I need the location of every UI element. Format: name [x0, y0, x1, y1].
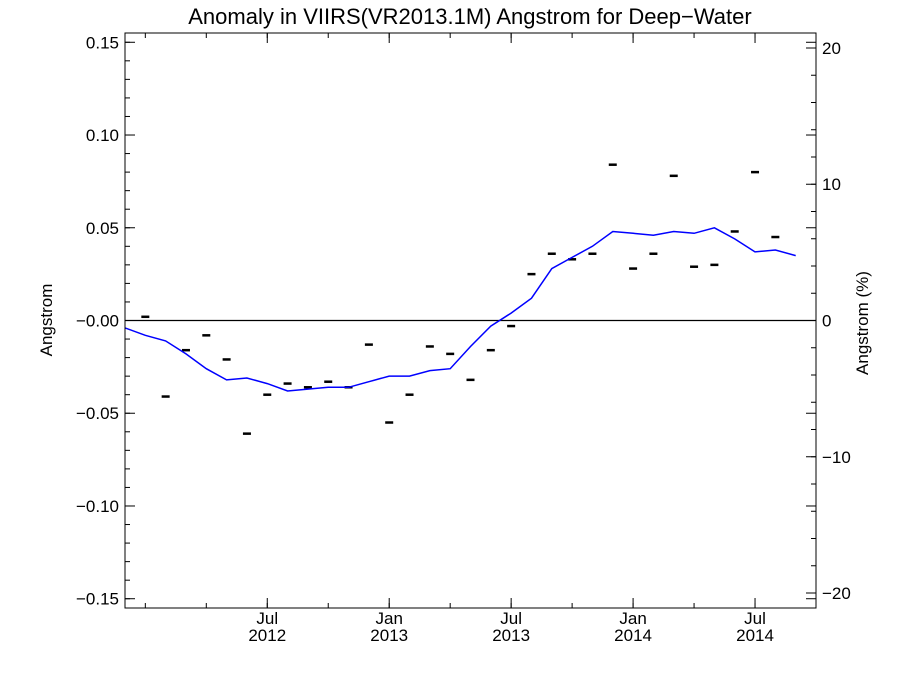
y-tick-label: 0.10 — [86, 126, 119, 145]
x-tick-label-year: 2012 — [248, 626, 286, 645]
y2-tick-label: −20 — [822, 584, 851, 603]
y-tick-label: 0.15 — [86, 33, 119, 52]
y-tick-label: −0.05 — [76, 404, 119, 423]
y2-tick-label: 10 — [822, 175, 841, 194]
plot-axes: −0.15 −0.10 −0.05 −0.00 0.05 0.10 0.15 −20 −10 0 1… — [76, 33, 851, 645]
x-tick-label-year: 2013 — [492, 626, 530, 645]
x-tick-label-month: Jul — [744, 609, 766, 628]
smoothed-line — [124, 226, 796, 392]
x-tick-label-month: Jul — [500, 609, 522, 628]
y2-tick-label: −10 — [822, 448, 851, 467]
y-tick-label: −0.15 — [76, 590, 119, 609]
y2-tick-label: 20 — [822, 39, 841, 58]
x-tick-label-month: Jan — [375, 609, 402, 628]
y-tick-label: −0.10 — [76, 497, 119, 516]
y2-axis-label: Angstrom (%) — [853, 271, 872, 375]
y-tick-label: −0.00 — [76, 312, 119, 331]
x-tick-label-year: 2014 — [614, 626, 652, 645]
y-axis-label: Angstrom — [37, 284, 56, 357]
plot-marks — [124, 163, 816, 435]
x-tick-label-month: Jan — [619, 609, 646, 628]
x-tick-label-month: Jul — [256, 609, 278, 628]
x-tick-label-year: 2013 — [370, 626, 408, 645]
chart-title: Anomaly in VIIRS(VR2013.1M) Angstrom for… — [188, 4, 751, 29]
x-tick-label-year: 2014 — [736, 626, 774, 645]
y-tick-label: 0.05 — [86, 219, 119, 238]
y2-tick-label: 0 — [822, 312, 831, 331]
plot-frame — [124, 32, 817, 609]
